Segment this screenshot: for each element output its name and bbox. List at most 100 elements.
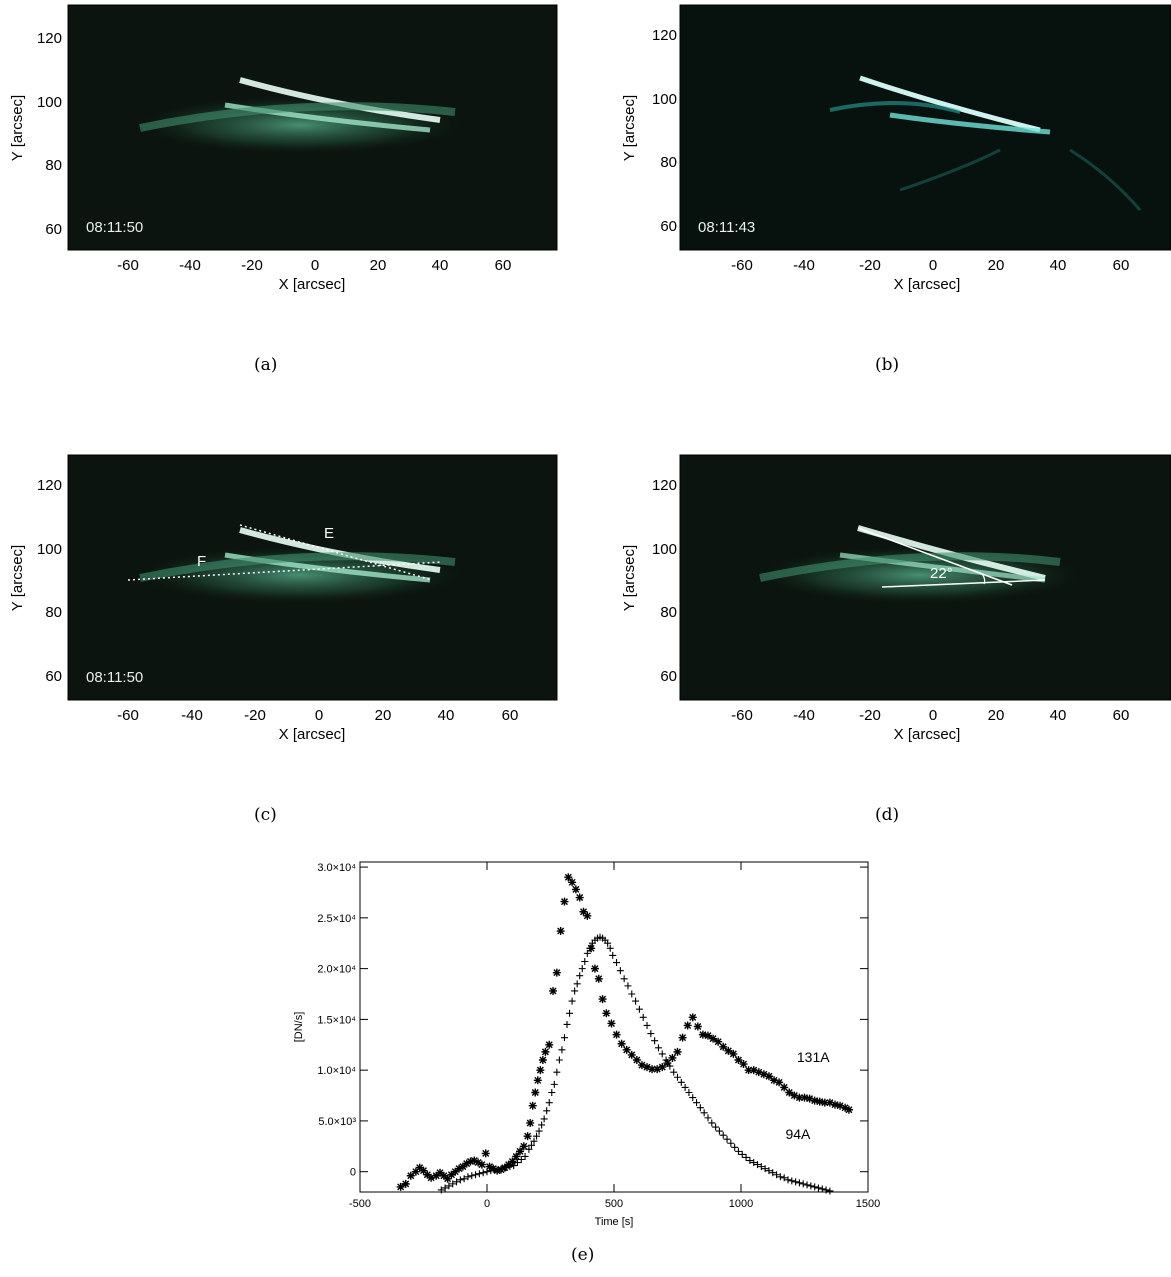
data-point-94A (553, 1068, 561, 1076)
data-point-94A (723, 1135, 731, 1143)
data-point-131A (533, 1076, 542, 1085)
data-point-94A (826, 1187, 834, 1195)
data-point-131A (575, 893, 584, 902)
data-point-94A (555, 1056, 563, 1064)
svg-text:20: 20 (375, 707, 392, 724)
data-point-94A (632, 997, 640, 1005)
data-point-131A (545, 1040, 554, 1049)
data-point-131A (523, 1132, 532, 1141)
data-point-131A (673, 1047, 682, 1056)
data-point-94A (799, 1180, 807, 1188)
panel-a-axes: -60 -40 -20 0 20 40 60 120 100 80 60 X [… (9, 4, 558, 293)
svg-text:100: 100 (37, 94, 62, 111)
data-point-94A (685, 1088, 693, 1096)
y-ticks: 0 5.0×10³ 1.0×10⁴ 1.5×10⁴ 2.0×10⁴ 2.5×10⁴ 3.0×… (317, 862, 868, 1179)
caption-a: (a) (254, 355, 278, 375)
svg-text:-60: -60 (117, 707, 139, 724)
x-tick-label: -500 (349, 1198, 371, 1210)
data-point-94A (757, 1163, 765, 1171)
data-point-94A (704, 1114, 712, 1122)
data-point-94A (765, 1167, 773, 1175)
data-point-94A (586, 944, 594, 952)
data-point-131A (406, 1171, 415, 1180)
data-point-94A (571, 987, 579, 995)
data-point-131A (552, 968, 561, 977)
data-point-131A (790, 1091, 799, 1100)
data-point-131A (810, 1096, 819, 1105)
svg-text:120: 120 (37, 477, 62, 494)
series-label: 131A (797, 1049, 830, 1065)
x-tick-label: 1000 (729, 1198, 753, 1210)
x-tick-label: 1500 (856, 1198, 880, 1210)
data-point-131A (419, 1166, 428, 1175)
data-point-94A (479, 1169, 487, 1177)
panel-b: -60 -40 -20 0 20 40 60 120 100 80 60 X [… (600, 0, 1171, 380)
data-point-94A (792, 1178, 800, 1186)
data-point-131A (688, 1013, 697, 1022)
data-point-94A (643, 1021, 651, 1029)
data-point-131A (493, 1166, 502, 1175)
series-94A (437, 933, 834, 1195)
data-point-131A (504, 1160, 513, 1169)
svg-text:20: 20 (988, 257, 1005, 274)
data-point-94A (540, 1115, 548, 1123)
data-point-131A (598, 995, 607, 1004)
data-point-131A (658, 1063, 667, 1072)
data-point-94A (475, 1170, 483, 1178)
panel-e: 0 5.0×10³ 1.0×10⁴ 1.5×10⁴ 2.0×10⁴ 2.5×10⁴ 3.0×… (280, 860, 900, 1277)
caption-b: (b) (875, 355, 900, 375)
svg-text:40: 40 (1050, 257, 1067, 274)
caption-c: (c) (254, 805, 277, 825)
loop-dim (899, 148, 1001, 192)
data-point-131A (526, 1118, 535, 1127)
x-ticks: -500 0 500 1000 1500 (349, 862, 880, 1210)
svg-text:40: 40 (438, 707, 455, 724)
data-point-94A (525, 1145, 533, 1153)
data-point-94A (750, 1159, 758, 1167)
panel-d-xlabel: X [arcsec] (894, 726, 961, 743)
loop-dim (1069, 148, 1142, 211)
data-point-94A (776, 1173, 784, 1181)
panel-a-xlabel: X [arcsec] (279, 276, 346, 293)
data-point-131A (415, 1163, 424, 1172)
svg-text:40: 40 (1050, 707, 1067, 724)
data-point-94A (822, 1186, 830, 1194)
x-axis-label: Time [s] (595, 1216, 634, 1228)
data-point-131A (795, 1093, 804, 1102)
angle-line-upper (857, 527, 1013, 586)
data-point-131A (512, 1152, 521, 1161)
data-point-131A (815, 1097, 824, 1106)
data-point-94A (581, 958, 589, 966)
data-point-94A (677, 1078, 685, 1086)
data-point-131A (663, 1059, 672, 1068)
loop-bright (889, 112, 1051, 135)
panel-d: 22° -60 -40 -20 0 20 40 60 120 100 80 60… (600, 450, 1171, 830)
y-tick-label: 1.0×10⁴ (317, 1065, 356, 1077)
svg-text:-40: -40 (179, 257, 201, 274)
series-131A (396, 873, 853, 1191)
angle-line-lower (881, 579, 1046, 588)
data-point-94A (517, 1156, 525, 1164)
svg-text:-20: -20 (859, 707, 881, 724)
data-point-94A (693, 1099, 701, 1107)
svg-text:0: 0 (929, 707, 937, 724)
data-point-131A (458, 1162, 467, 1171)
svg-text:40: 40 (432, 257, 449, 274)
y-tick-label: 0 (350, 1167, 356, 1179)
data-point-131A (401, 1179, 410, 1188)
data-point-94A (521, 1152, 529, 1160)
data-point-131A (754, 1068, 763, 1077)
svg-text:60: 60 (1113, 707, 1130, 724)
data-point-131A (466, 1157, 475, 1166)
data-point-131A (836, 1101, 845, 1110)
data-point-131A (455, 1164, 464, 1173)
svg-text:-60: -60 (731, 257, 753, 274)
data-point-94A (558, 1046, 566, 1054)
panel-b-xticks: -60 -40 -20 0 20 40 60 (731, 257, 1129, 274)
svg-text:120: 120 (652, 477, 677, 494)
panel-d-xticks: -60 -40 -20 0 20 40 60 (731, 707, 1129, 724)
data-point-94A (754, 1161, 762, 1169)
data-point-131A (447, 1170, 456, 1179)
data-point-94A (773, 1171, 781, 1179)
data-point-131A (396, 1182, 405, 1191)
